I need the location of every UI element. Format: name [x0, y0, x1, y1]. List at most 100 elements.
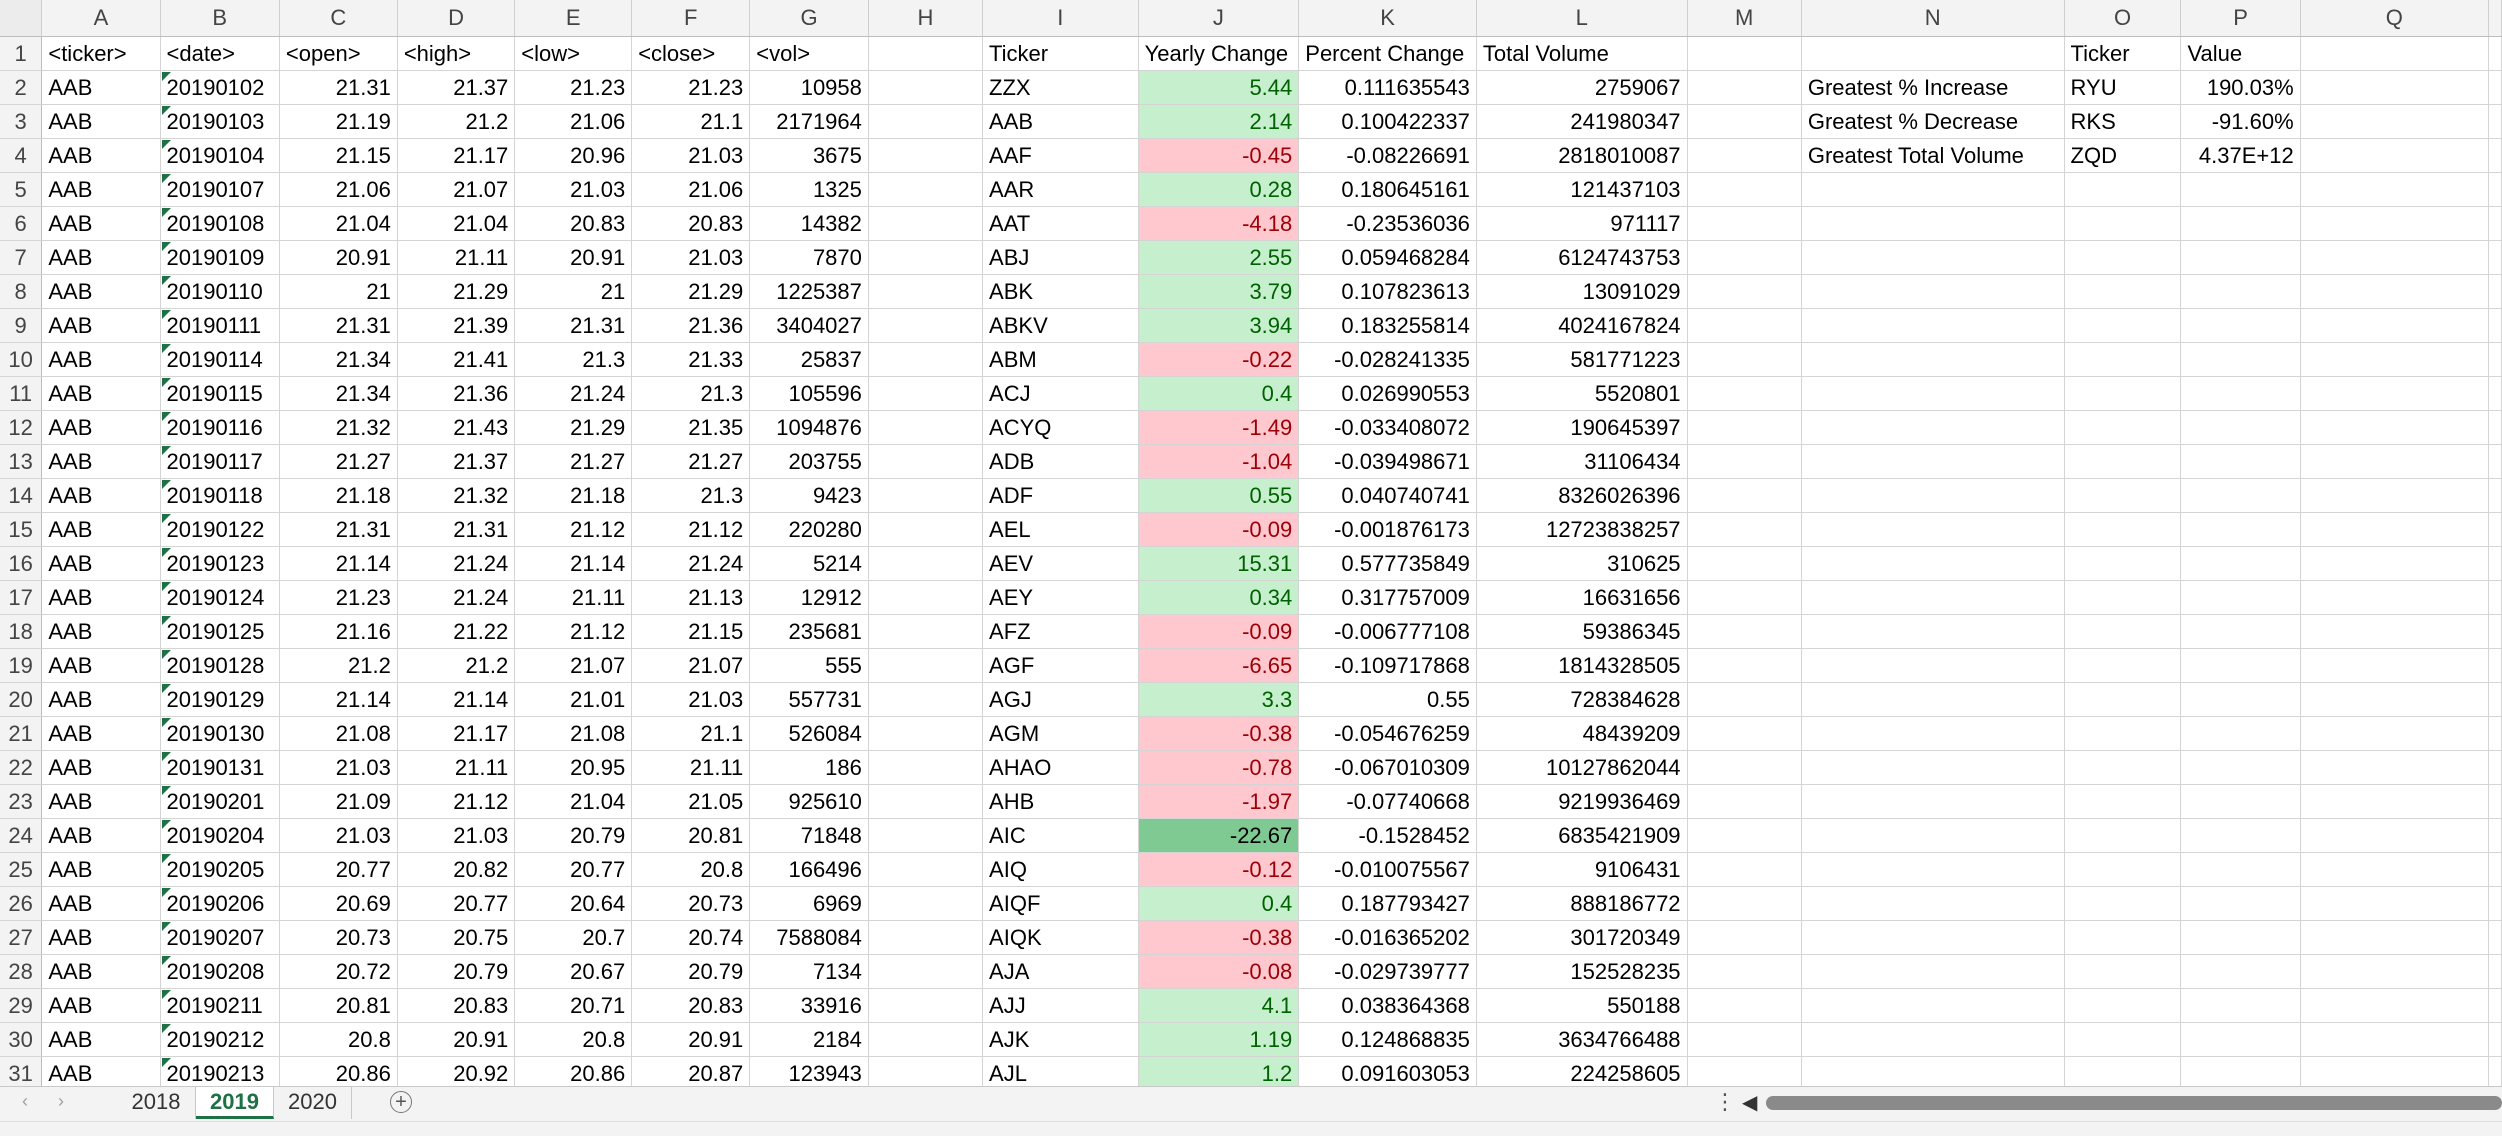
cell-p25[interactable]: [2180, 852, 2301, 887]
cell-g19[interactable]: 555: [749, 648, 869, 683]
cell-i28[interactable]: AJA: [982, 954, 1139, 989]
cell-c31[interactable]: 20.86: [279, 1056, 398, 1091]
cell-h30[interactable]: [868, 1022, 984, 1057]
cell-h18[interactable]: [868, 614, 984, 649]
cell-k21[interactable]: -0.054676259: [1298, 716, 1477, 751]
cell-l27[interactable]: 301720349: [1476, 920, 1688, 955]
cell-m20[interactable]: [1687, 682, 1802, 717]
cell-b27[interactable]: 20190207: [160, 920, 280, 955]
cell-n23[interactable]: [1801, 784, 2065, 819]
cell-m17[interactable]: [1687, 580, 1802, 615]
cell-g22[interactable]: 186: [749, 750, 869, 785]
cell-n26[interactable]: [1801, 886, 2065, 921]
cell-j8[interactable]: 3.79: [1138, 274, 1300, 309]
cell-m8[interactable]: [1687, 274, 1802, 309]
cell-n31[interactable]: [1801, 1056, 2065, 1091]
row-header[interactable]: 6: [0, 206, 43, 241]
cell-h27[interactable]: [868, 920, 984, 955]
cell-f31[interactable]: 20.87: [631, 1056, 751, 1091]
cell-j12[interactable]: -1.49: [1138, 410, 1300, 445]
cell-p6[interactable]: [2180, 206, 2301, 241]
cell-b2[interactable]: 20190102: [160, 70, 280, 105]
cell-c3[interactable]: 21.19: [279, 104, 398, 139]
cell-f21[interactable]: 21.1: [631, 716, 751, 751]
cell-c6[interactable]: 21.04: [279, 206, 398, 241]
cell-a21[interactable]: AAB: [41, 716, 161, 751]
cell-m3[interactable]: [1687, 104, 1802, 139]
cell-b12[interactable]: 20190116: [160, 410, 280, 445]
cell-o17[interactable]: [2064, 580, 2182, 615]
cell-f9[interactable]: 21.36: [631, 308, 751, 343]
cell-j27[interactable]: -0.38: [1138, 920, 1300, 955]
cell-h7[interactable]: [868, 240, 984, 275]
cell-l11[interactable]: 5520801: [1476, 376, 1688, 411]
cell-h4[interactable]: [868, 138, 984, 173]
cell-q15[interactable]: [2300, 512, 2490, 547]
cell-d28[interactable]: 20.79: [397, 954, 516, 989]
cell-i6[interactable]: AAT: [982, 206, 1139, 241]
row-header[interactable]: 1: [0, 36, 43, 71]
chevron-right-icon[interactable]: ›: [58, 1091, 64, 1111]
row-header[interactable]: 16: [0, 546, 43, 581]
cell-j23[interactable]: -1.97: [1138, 784, 1300, 819]
cell-d19[interactable]: 21.2: [397, 648, 516, 683]
cell-a26[interactable]: AAB: [41, 886, 161, 921]
cell-p9[interactable]: [2180, 308, 2301, 343]
cell-o19[interactable]: [2064, 648, 2182, 683]
cell-j21[interactable]: -0.38: [1138, 716, 1300, 751]
cell-l4[interactable]: 2818010087: [1476, 138, 1688, 173]
cell-l5[interactable]: 121437103: [1476, 172, 1688, 207]
cell-m25[interactable]: [1687, 852, 1802, 887]
cell-g25[interactable]: 166496: [749, 852, 869, 887]
cell-a25[interactable]: AAB: [41, 852, 161, 887]
cell-c21[interactable]: 21.08: [279, 716, 398, 751]
cell-l25[interactable]: 9106431: [1476, 852, 1688, 887]
cell-a1[interactable]: <ticker>: [41, 36, 161, 71]
cell-p4[interactable]: 4.37E+12: [2180, 138, 2301, 173]
column-header-f[interactable]: F: [631, 0, 751, 37]
cell-i8[interactable]: ABK: [982, 274, 1139, 309]
cell-p21[interactable]: [2180, 716, 2301, 751]
cell-f13[interactable]: 21.27: [631, 444, 751, 479]
cell-l1[interactable]: Total Volume: [1476, 36, 1688, 71]
cell-d20[interactable]: 21.14: [397, 682, 516, 717]
cell-a24[interactable]: AAB: [41, 818, 161, 853]
cell-m7[interactable]: [1687, 240, 1802, 275]
cell-b20[interactable]: 20190129: [160, 682, 280, 717]
row-header[interactable]: 5: [0, 172, 43, 207]
cell-m9[interactable]: [1687, 308, 1802, 343]
cell-i19[interactable]: AGF: [982, 648, 1139, 683]
row-header[interactable]: 31: [0, 1056, 43, 1091]
column-header-k[interactable]: K: [1298, 0, 1477, 37]
cell-b1[interactable]: <date>: [160, 36, 280, 71]
cell-e9[interactable]: 21.31: [514, 308, 633, 343]
cell-p3[interactable]: -91.60%: [2180, 104, 2301, 139]
cell-d12[interactable]: 21.43: [397, 410, 516, 445]
row-header[interactable]: 18: [0, 614, 43, 649]
cell-p31[interactable]: [2180, 1056, 2301, 1091]
cell-i2[interactable]: ZZX: [982, 70, 1139, 105]
cell-h2[interactable]: [868, 70, 984, 105]
cell-q21[interactable]: [2300, 716, 2490, 751]
cell-o24[interactable]: [2064, 818, 2182, 853]
cell-k18[interactable]: -0.006777108: [1298, 614, 1477, 649]
cell-n29[interactable]: [1801, 988, 2065, 1023]
cell-b9[interactable]: 20190111: [160, 308, 280, 343]
cell-a15[interactable]: AAB: [41, 512, 161, 547]
column-header-b[interactable]: B: [160, 0, 280, 37]
cell-k6[interactable]: -0.23536036: [1298, 206, 1477, 241]
cell-b22[interactable]: 20190131: [160, 750, 280, 785]
cell-q4[interactable]: [2300, 138, 2490, 173]
cell-n13[interactable]: [1801, 444, 2065, 479]
cell-d5[interactable]: 21.07: [397, 172, 516, 207]
cell-g7[interactable]: 7870: [749, 240, 869, 275]
cell-n7[interactable]: [1801, 240, 2065, 275]
cell-l14[interactable]: 8326026396: [1476, 478, 1688, 513]
row-header[interactable]: 12: [0, 410, 43, 445]
cell-h1[interactable]: [868, 36, 984, 71]
cell-b15[interactable]: 20190122: [160, 512, 280, 547]
cell-n6[interactable]: [1801, 206, 2065, 241]
cell-n10[interactable]: [1801, 342, 2065, 377]
cell-o8[interactable]: [2064, 274, 2182, 309]
cell-h17[interactable]: [868, 580, 984, 615]
